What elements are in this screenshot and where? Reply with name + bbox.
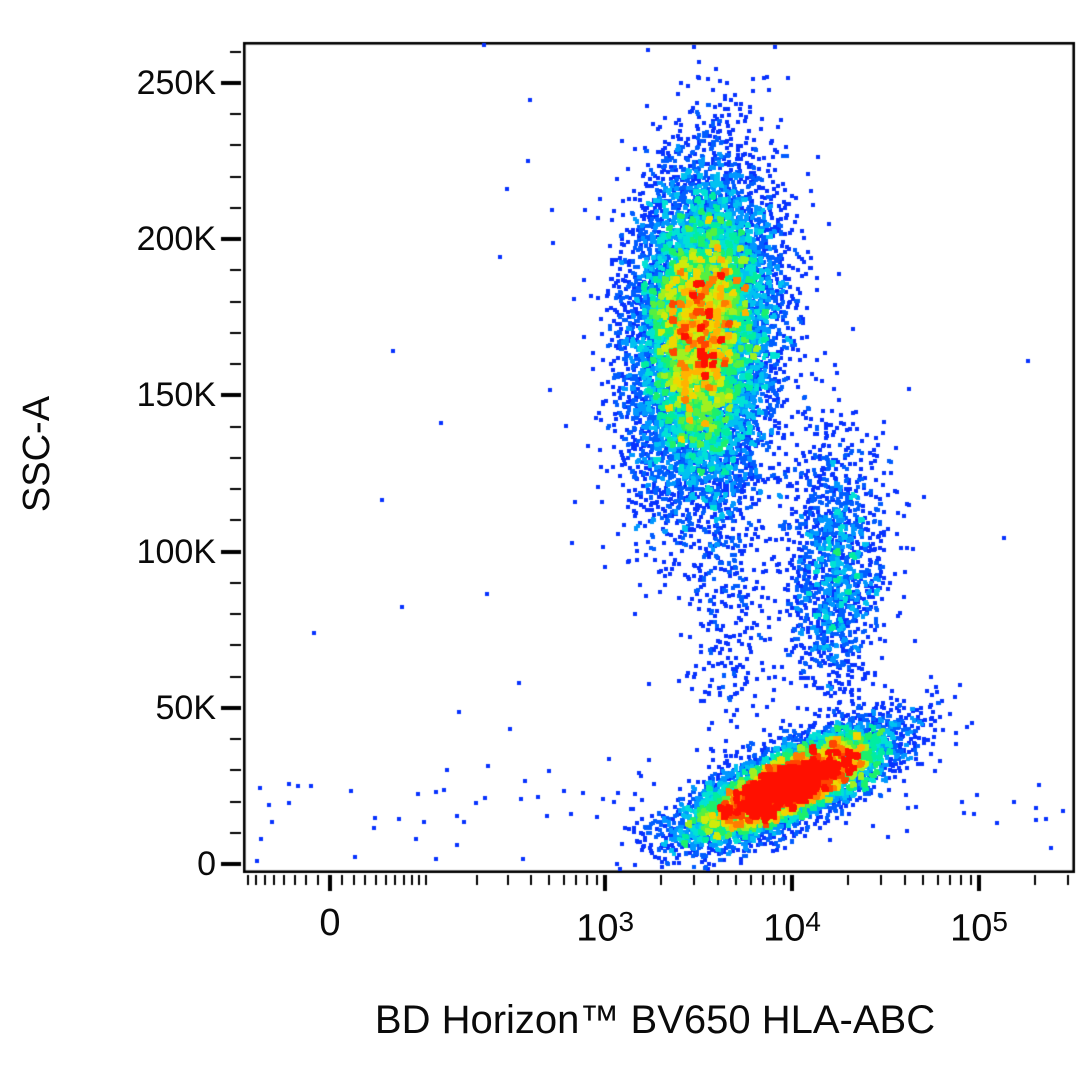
y-tick-label-250K: 250K [136, 64, 216, 102]
x-tick-label-105: 105 [950, 906, 1008, 950]
x-tick-label-103: 103 [576, 906, 635, 950]
x-axis-title: BD Horizon™ BV650 HLA-ABC [374, 998, 936, 1042]
y-tick-label-150K: 150K [136, 376, 216, 415]
y-tick-label-50K: 50K [155, 688, 217, 727]
y-tick-label-0: 0 [197, 845, 216, 883]
y-tick-label-200K: 200K [136, 220, 216, 259]
x-tick-label-104: 104 [763, 906, 821, 950]
x-tick-label-0: 0 [319, 902, 341, 944]
y-tick-label-100K: 100K [136, 532, 216, 571]
y-axis-title: SSC-A [16, 395, 58, 513]
